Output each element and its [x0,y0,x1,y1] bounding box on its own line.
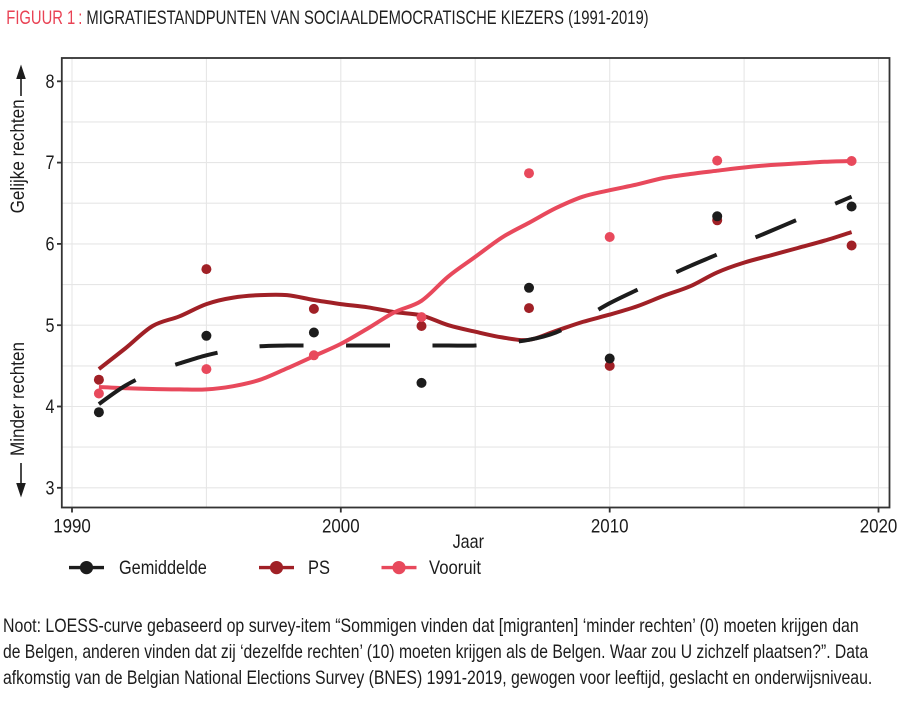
svg-text:Gemiddelde: Gemiddelde [119,557,207,578]
svg-text:8: 8 [46,71,55,93]
svg-text:5: 5 [46,315,55,337]
svg-text:2020: 2020 [860,516,898,537]
svg-text:Jaar: Jaar [453,531,485,553]
svg-text:7: 7 [46,152,55,174]
svg-text:PS: PS [308,557,330,578]
svg-text:4: 4 [46,396,55,418]
svg-text:Gelijke rechten: Gelijke rechten [7,99,28,213]
svg-text:FIGUUR 1 : MIGRATIESTANDPUNTEN: FIGUUR 1 : MIGRATIESTANDPUNTEN VAN SOCIA… [6,7,648,28]
svg-text:Vooruit: Vooruit [429,557,481,578]
svg-text:Noot: LOESS-curve gebaseerd op: Noot: LOESS-curve gebaseerd op survey-it… [3,615,859,637]
svg-text:1990: 1990 [53,516,91,537]
svg-text:2010: 2010 [591,516,629,537]
svg-text:Minder rechten: Minder rechten [7,342,28,456]
svg-text:6: 6 [46,233,55,255]
svg-text:3: 3 [46,477,55,499]
svg-text:afkomstig van de Belgian Natio: afkomstig van de Belgian National Electi… [3,667,872,689]
svg-text:2000: 2000 [322,516,360,537]
svg-text:de Belgen, anderen vinden dat: de Belgen, anderen vinden dat zij ‘dezel… [3,641,868,663]
